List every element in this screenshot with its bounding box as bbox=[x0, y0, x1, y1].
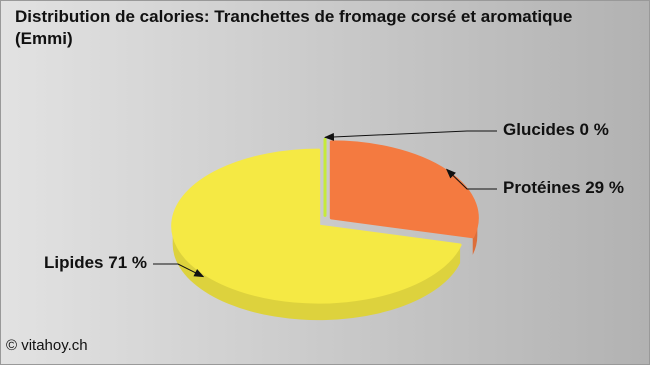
pie bbox=[171, 137, 479, 321]
slice-side bbox=[472, 217, 478, 255]
slice-label: Glucides 0 % bbox=[503, 120, 609, 139]
label-line bbox=[324, 130, 497, 141]
label-line bbox=[153, 263, 205, 278]
chart-title: Distribution de calories: Tranchettes de… bbox=[15, 7, 573, 48]
value-label: 0 % bbox=[580, 120, 609, 139]
label-line bbox=[445, 168, 497, 190]
footer: © vitahoy.ch bbox=[6, 337, 88, 354]
slice-side bbox=[172, 226, 461, 321]
value-label: 71 % bbox=[108, 253, 147, 272]
category-name: Glucides bbox=[503, 120, 575, 139]
category-name: Lipides bbox=[44, 253, 104, 272]
value-label: 29 % bbox=[585, 178, 624, 197]
slice-label: Lipides 71 % bbox=[44, 253, 147, 272]
category-name: Protéines bbox=[503, 178, 580, 197]
slice-label: Protéines 29 % bbox=[503, 178, 624, 197]
